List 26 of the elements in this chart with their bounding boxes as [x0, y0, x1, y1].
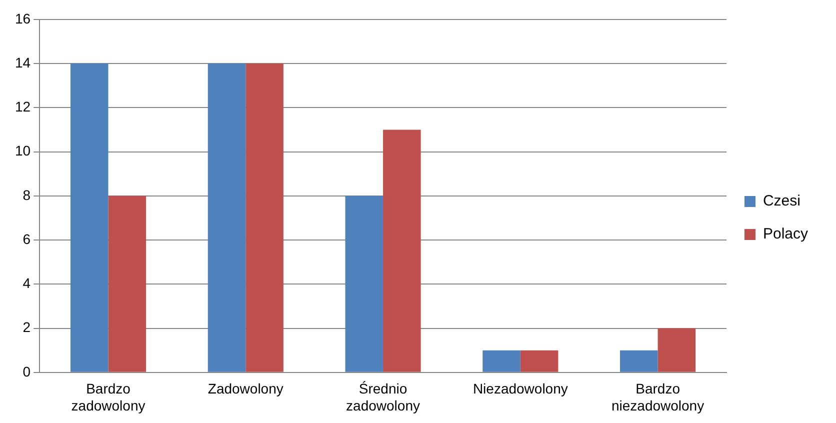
y-tick-label: 16: [14, 10, 31, 26]
x-tick-label: Niezadowolony: [472, 380, 568, 397]
bar: [345, 196, 384, 372]
y-tick-label: 0: [22, 363, 31, 380]
y-tick-label: 2: [22, 319, 31, 336]
x-tick-label: Bardzo niezadowolony: [611, 380, 704, 414]
y-tick-label: 14: [14, 54, 31, 70]
legend-label: Czesi: [762, 192, 800, 210]
y-tick-label: 4: [22, 275, 31, 292]
bar: [108, 196, 146, 372]
bar: [482, 350, 520, 372]
bar: [208, 64, 246, 372]
bar: [658, 328, 696, 372]
y-tick-label: 6: [22, 230, 31, 247]
y-tick-label: 10: [14, 142, 31, 159]
x-tick-label: Średnio zadowolony: [346, 380, 420, 414]
bar: [383, 130, 421, 372]
y-tick-label: 8: [22, 186, 31, 203]
bar: [246, 64, 284, 372]
bar: [70, 64, 108, 372]
bar: [620, 350, 658, 372]
bar: [520, 350, 558, 372]
legend-label: Polacy: [762, 226, 808, 243]
x-tick-label: Zadowolony: [208, 380, 284, 397]
x-tick-label: Bardzo zadowolony: [71, 380, 146, 414]
y-tick-label: 12: [14, 98, 31, 115]
